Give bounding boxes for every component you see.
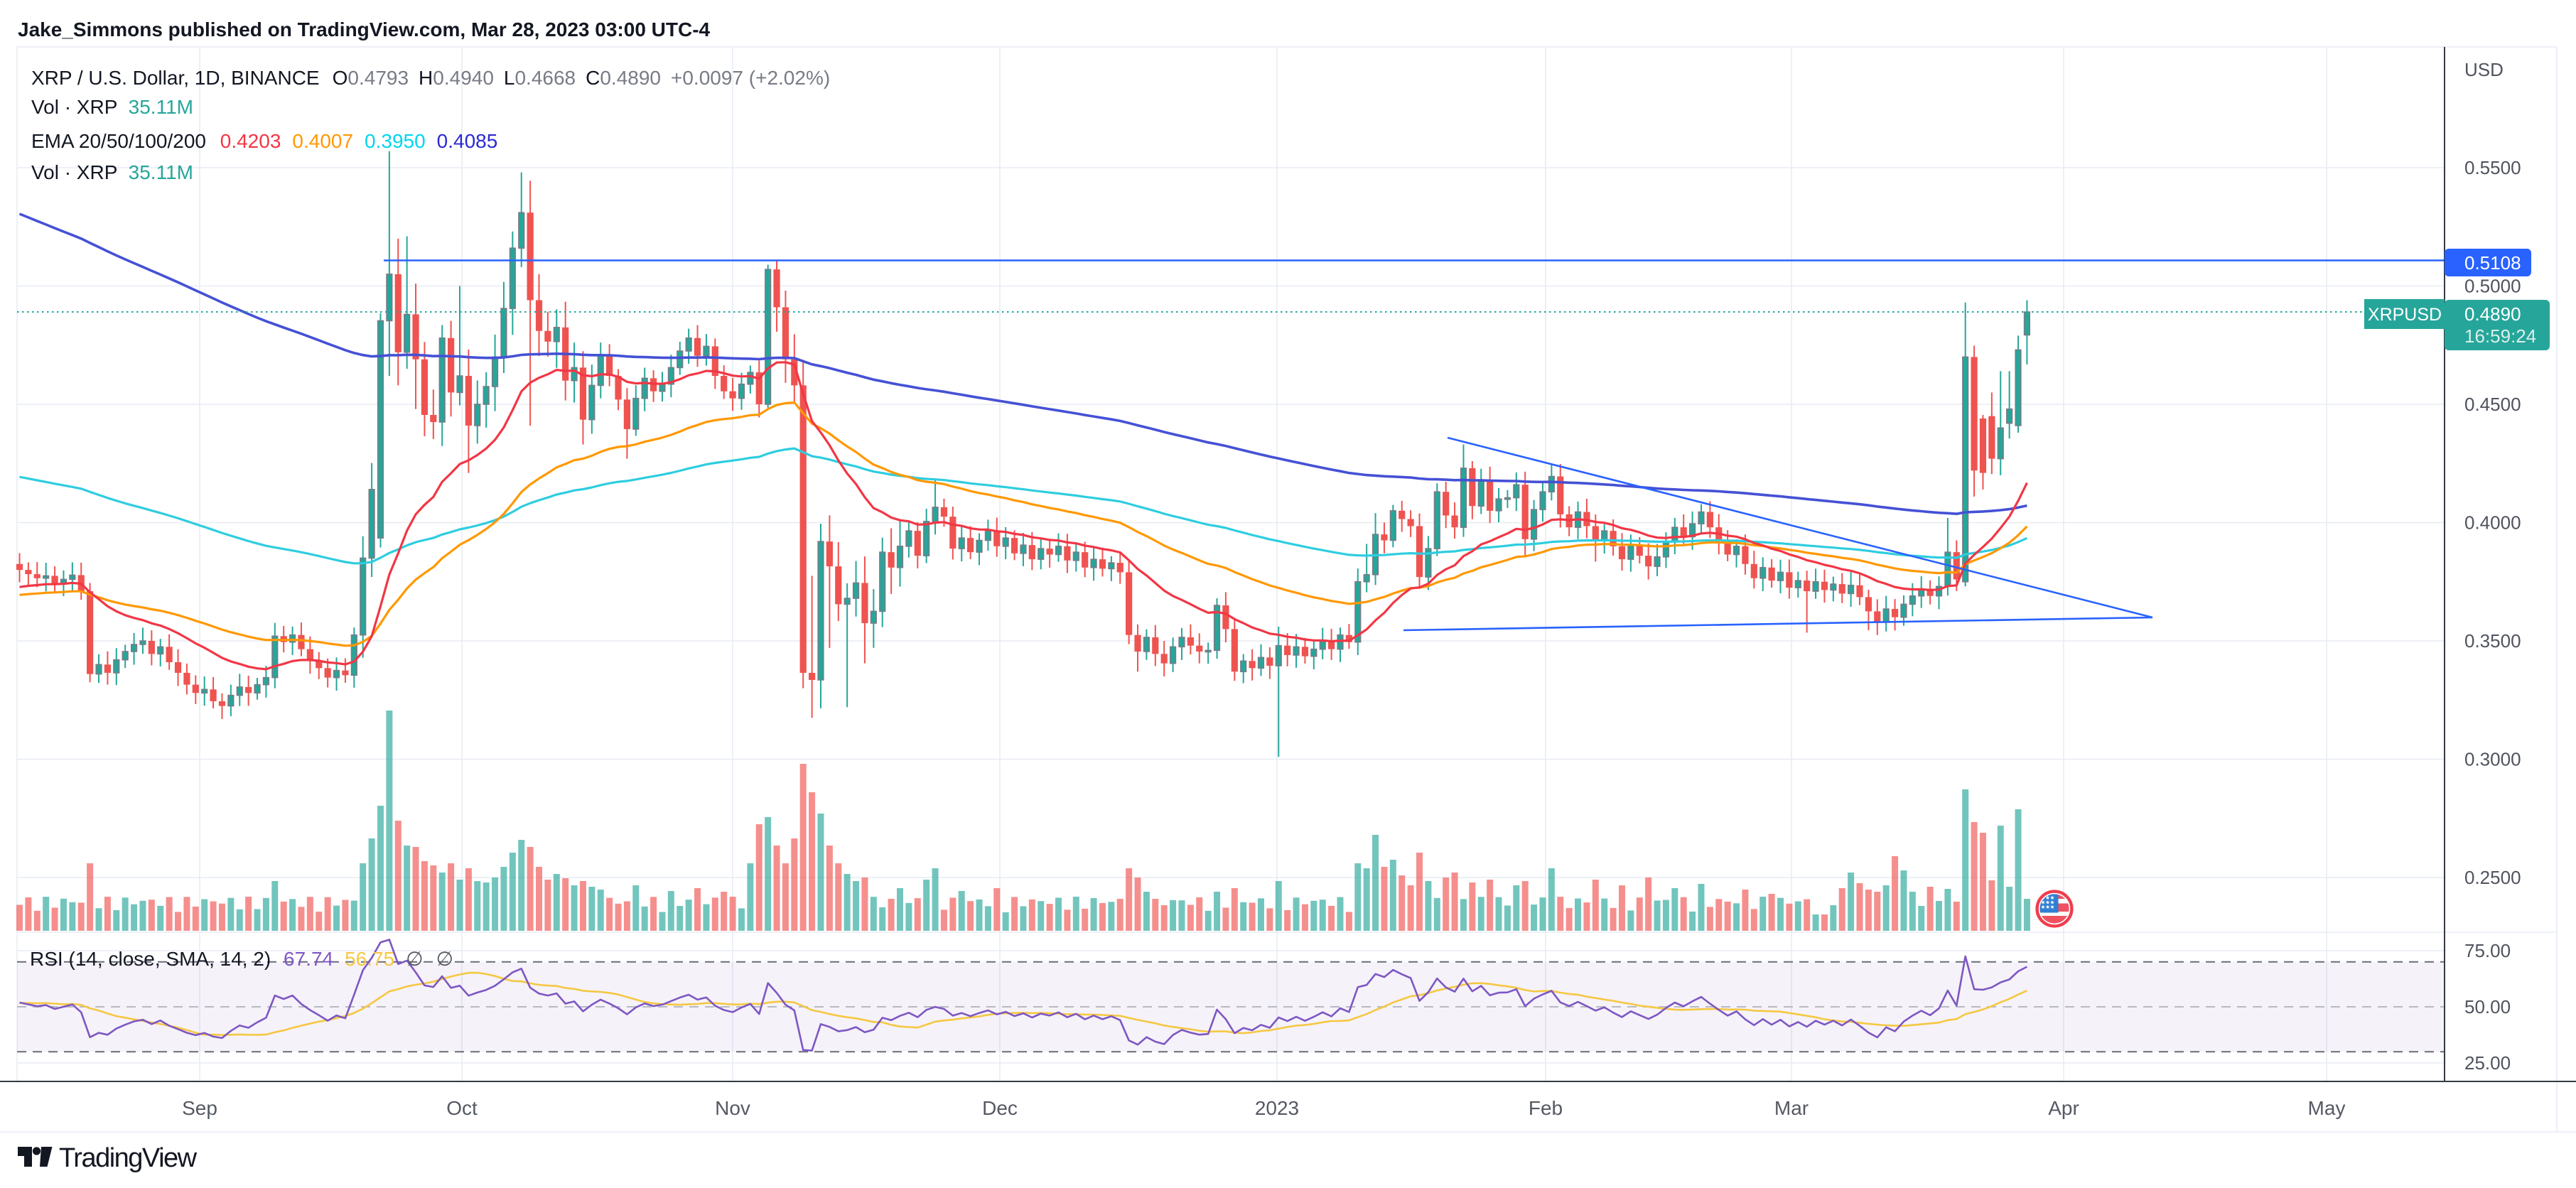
svg-text:Nov: Nov (715, 1097, 750, 1119)
svg-text:0.3500: 0.3500 (2464, 630, 2521, 652)
svg-text:May: May (2308, 1097, 2346, 1119)
svg-text:75.00: 75.00 (2464, 940, 2511, 961)
svg-text:16:59:24: 16:59:24 (2464, 325, 2536, 347)
svg-text:Feb: Feb (1529, 1097, 1563, 1119)
svg-text:0.4500: 0.4500 (2464, 394, 2521, 415)
svg-text:0.3000: 0.3000 (2464, 749, 2521, 770)
svg-text:Vol · XRP 35.11M: Vol · XRP 35.11M (31, 161, 193, 183)
svg-text:0.5108: 0.5108 (2464, 252, 2521, 274)
svg-text:XRPUSD: XRPUSD (2368, 305, 2442, 325)
svg-text:USD: USD (2464, 59, 2504, 80)
svg-text:0.5500: 0.5500 (2464, 157, 2521, 178)
svg-text:TradingView: TradingView (59, 1143, 198, 1173)
svg-text:RSI (14, close, SMA, 14, 2) 67: RSI (14, close, SMA, 14, 2) 67.74 56.75 ∅ ∅ (30, 948, 453, 970)
svg-text:XRP / U.S. Dollar, 1D, BINANCE: XRP / U.S. Dollar, 1D, BINANCE O0.4793 H0.… (31, 67, 830, 89)
svg-text:0.4890: 0.4890 (2464, 303, 2521, 325)
svg-text:2023: 2023 (1255, 1097, 1299, 1119)
svg-text:Vol · XRP 35.11M: Vol · XRP 35.11M (31, 96, 193, 118)
svg-text:0.5000: 0.5000 (2464, 276, 2521, 297)
svg-text:Mar: Mar (1774, 1097, 1809, 1119)
svg-text:Dec: Dec (982, 1097, 1018, 1119)
svg-text:Apr: Apr (2048, 1097, 2079, 1119)
svg-text:50.00: 50.00 (2464, 996, 2511, 1017)
svg-text:25.00: 25.00 (2464, 1052, 2511, 1074)
svg-text:Oct: Oct (446, 1097, 478, 1119)
svg-text:Sep: Sep (182, 1097, 217, 1119)
svg-text:0.2500: 0.2500 (2464, 867, 2521, 888)
svg-text:0.4000: 0.4000 (2464, 512, 2521, 534)
svg-text:Jake_Simmons published on Trad: Jake_Simmons published on TradingView.co… (18, 18, 711, 40)
